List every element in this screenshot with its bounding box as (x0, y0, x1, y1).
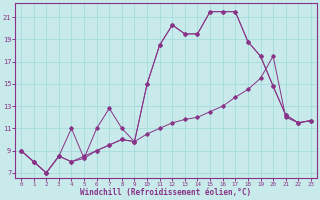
X-axis label: Windchill (Refroidissement éolien,°C): Windchill (Refroidissement éolien,°C) (80, 188, 252, 197)
